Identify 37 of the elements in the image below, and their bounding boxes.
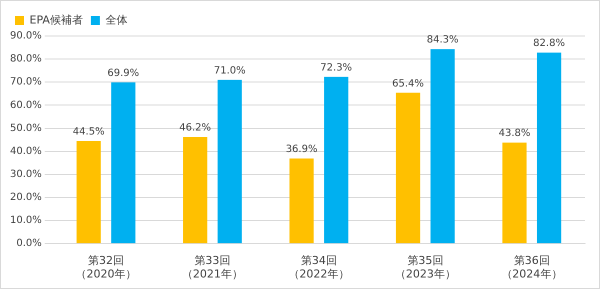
y-tick-label: 20.0%: [10, 192, 42, 204]
bar: [430, 49, 455, 244]
x-tick-label: 第35回（2023年）: [394, 254, 456, 280]
data-label: 43.8%: [498, 128, 530, 140]
data-label: 82.8%: [533, 38, 565, 50]
y-tick-label: 30.0%: [10, 168, 42, 180]
bar: [76, 140, 101, 244]
x-tick-label: 第34回（2022年）: [288, 254, 350, 280]
y-tick-label: 10.0%: [10, 215, 42, 226]
y-tick-label: 70.0%: [10, 76, 42, 88]
data-label: 44.5%: [72, 126, 105, 138]
x-tick-label: 第36回（2024年）: [501, 254, 562, 280]
x-tick-label: 第33回（2021年）: [182, 254, 243, 280]
y-tick-label: 60.0%: [10, 100, 42, 111]
y-tick-label: 50.0%: [10, 122, 42, 134]
bar: [502, 142, 527, 244]
y-tick-label: 40.0%: [10, 146, 42, 157]
legend-label: 全体: [105, 13, 128, 26]
bar: [289, 158, 314, 244]
bar: [218, 80, 242, 244]
bar: [536, 52, 562, 244]
data-label: 46.2%: [179, 122, 212, 134]
data-label: 71.0%: [214, 65, 246, 76]
data-label: 65.4%: [392, 78, 424, 90]
bar: [396, 92, 420, 244]
bar: [324, 76, 348, 244]
y-tick-label: 80.0%: [10, 54, 42, 65]
data-label: 69.9%: [107, 68, 140, 79]
data-label: 72.3%: [320, 62, 352, 74]
y-tick-label: 90.0%: [10, 30, 42, 42]
data-label: 36.9%: [286, 144, 318, 156]
data-label: 84.3%: [426, 34, 459, 46]
bar: [183, 137, 208, 244]
x-tick-label: 第32回（2020年）: [75, 254, 136, 280]
y-tick-label: 0.0%: [16, 238, 42, 250]
bar: [111, 82, 136, 244]
legend-label: EPA候補者: [30, 13, 83, 26]
